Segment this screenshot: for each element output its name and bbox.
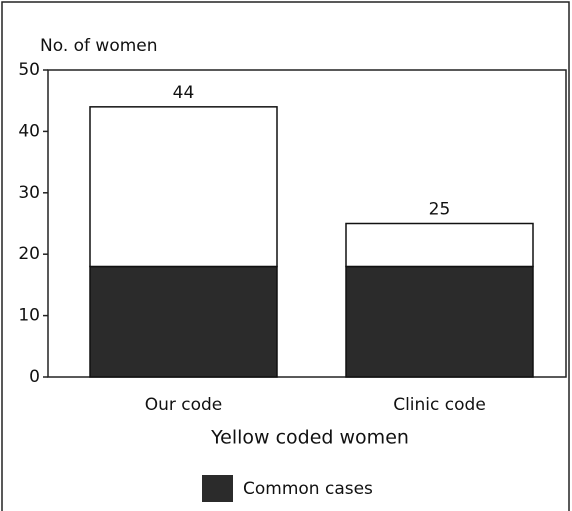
y-tick-label: 50 — [18, 60, 40, 80]
bar-segment — [345, 265, 534, 378]
total-label: 44 — [173, 83, 195, 103]
total-label: 25 — [429, 200, 451, 220]
y-tick-label: 0 — [29, 367, 40, 387]
plot-frame — [47, 69, 567, 378]
y-tick-label: 20 — [18, 244, 40, 264]
y-tick-label: 40 — [18, 121, 40, 141]
bar-segment — [345, 222, 534, 268]
y-tick-label: 10 — [18, 306, 40, 326]
y-tick-label: 30 — [18, 183, 40, 203]
x-tick-label: Clinic code — [393, 395, 486, 415]
legend-label: Common cases — [243, 479, 373, 499]
x-axis-label: Yellow coded women — [210, 427, 409, 449]
legend-swatch — [202, 475, 233, 502]
bar-segment — [89, 265, 278, 378]
bar-segment — [89, 106, 278, 268]
y-axis-label: No. of women — [40, 36, 158, 56]
x-tick-label: Our code — [145, 395, 223, 415]
